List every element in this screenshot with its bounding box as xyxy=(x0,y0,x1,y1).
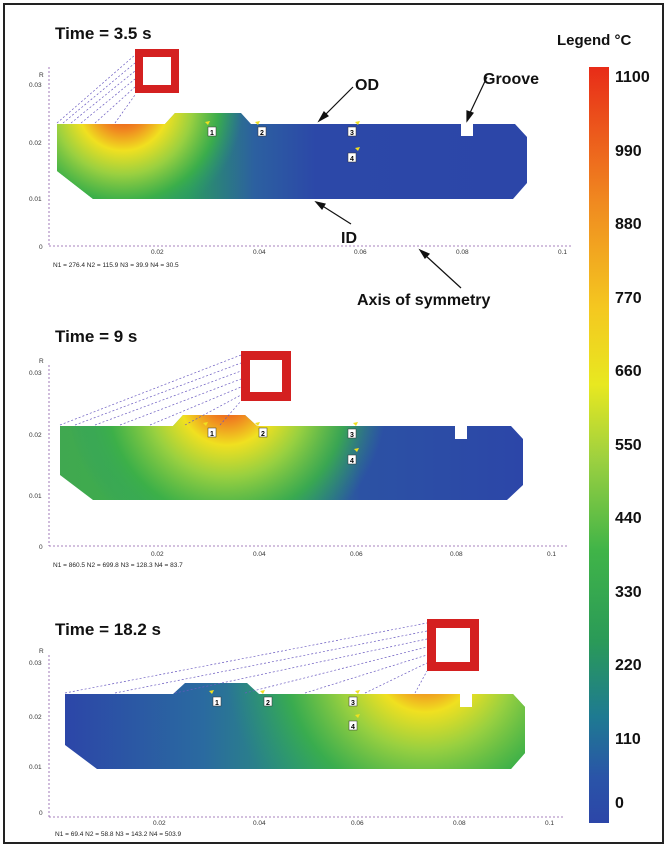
figure-canvas: Time = 3.5 s R 0.03 0.02 0.01 0 0.02 0.0… xyxy=(29,24,650,838)
legend-value: 330 xyxy=(615,584,642,601)
panel-3-r-tick: 0.03 xyxy=(29,660,42,667)
panel-1-workpiece xyxy=(57,113,527,199)
panel-3-title: Time = 18.2 s xyxy=(55,620,161,639)
od-arrow xyxy=(317,86,354,123)
od-label: OD xyxy=(355,77,379,94)
panel-2-field-lines xyxy=(59,354,242,426)
panel-1-x-tick: 0.06 xyxy=(354,249,367,256)
panel-3-probe-2: 2 xyxy=(260,690,273,707)
panel-3-r-label: R xyxy=(39,648,44,655)
groove-label: Groove xyxy=(483,71,539,88)
panel-2-x-tick: 0.06 xyxy=(350,551,363,558)
panel-2-probe-1: 1 xyxy=(203,422,217,438)
panel-2-x-tick: 0.08 xyxy=(450,551,463,558)
panel-3-x-tick: 0.06 xyxy=(351,820,364,827)
panel-1-r-tick: 0.03 xyxy=(29,82,42,89)
panel-3-field-lines xyxy=(64,622,428,694)
panel-1-r-tick: 0.02 xyxy=(29,140,42,147)
legend-value: 550 xyxy=(615,437,642,454)
panel-1-x-tick: 0.02 xyxy=(151,249,164,256)
panel-2-r-tick: 0.03 xyxy=(29,370,42,377)
panel-3-probe-4: 4 xyxy=(348,714,360,731)
panel-3-workpiece xyxy=(65,683,525,769)
svg-text:2: 2 xyxy=(266,700,270,707)
panel-2-probe-2: 2 xyxy=(255,422,268,438)
panel-1-probe-1: 1 xyxy=(205,121,217,137)
svg-text:2: 2 xyxy=(260,130,264,137)
panel-1-probe-2: 2 xyxy=(255,121,267,137)
svg-text:1: 1 xyxy=(210,431,214,438)
axis-of-symmetry-arrow xyxy=(418,248,462,289)
panel-3-probe-1: 1 xyxy=(209,690,222,707)
legend-colorbar xyxy=(589,67,609,823)
id-arrow xyxy=(314,201,352,225)
panel-2-workpiece xyxy=(60,415,523,500)
svg-text:1: 1 xyxy=(210,130,214,137)
groove-arrow xyxy=(466,76,488,123)
axis-of-symmetry-label: Axis of symmetry xyxy=(357,292,490,309)
legend-value: 880 xyxy=(615,216,642,233)
panel-2-inductor xyxy=(241,351,291,401)
svg-text:3: 3 xyxy=(351,700,355,707)
panel-1-readout: N1 = 276.4 N2 = 115.9 N3 = 39.9 N4 = 30.… xyxy=(53,262,179,269)
svg-text:4: 4 xyxy=(350,458,354,465)
panel-3-x-tick: 0.02 xyxy=(153,820,166,827)
panel-2-r-tick: 0 xyxy=(39,544,43,551)
panel-1-field-lines xyxy=(56,54,136,124)
panel-2-x-tick: 0.1 xyxy=(547,551,556,558)
panel-1-title: Time = 3.5 s xyxy=(55,24,152,43)
panel-1-x-tick: 0.1 xyxy=(558,249,567,256)
panel-2-title: Time = 9 s xyxy=(55,327,137,346)
panel-3-x-tick: 0.04 xyxy=(253,820,266,827)
panel-2-x-tick: 0.04 xyxy=(253,551,266,558)
svg-text:4: 4 xyxy=(351,724,355,731)
panel-3-inductor xyxy=(427,619,479,671)
panel-3-x-tick: 0.08 xyxy=(453,820,466,827)
panel-3: Time = 18.2 s R 0.03 0.02 0.01 0 0.02 0.… xyxy=(29,619,565,838)
svg-text:3: 3 xyxy=(350,432,354,439)
legend-value: 0 xyxy=(615,795,624,812)
legend-value: 1100 xyxy=(615,69,650,86)
color-legend: Legend °C 1100 990 880 770 660 550 440 3… xyxy=(557,32,650,823)
panel-1-r-tick: 0 xyxy=(39,244,43,251)
panel-3-probe-3: 3 xyxy=(348,690,360,707)
svg-text:1: 1 xyxy=(215,700,219,707)
panel-2-r-tick: 0.01 xyxy=(29,493,42,500)
legend-value: 770 xyxy=(615,290,642,307)
panel-3-r-tick: 0.01 xyxy=(29,764,42,771)
legend-value: 110 xyxy=(615,731,641,748)
legend-value: 990 xyxy=(615,143,642,160)
panel-1-r-tick: 0.01 xyxy=(29,196,42,203)
panel-3-axes xyxy=(48,655,565,818)
panel-3-readout: N1 = 69.4 N2 = 58.8 N3 = 143.2 N4 = 503.… xyxy=(55,831,182,838)
legend-value: 440 xyxy=(615,510,642,527)
panel-1-x-tick: 0.08 xyxy=(456,249,469,256)
panel-2-readout: N1 = 860.5 N2 = 699.8 N3 = 128.3 N4 = 83… xyxy=(53,562,183,569)
panel-2-x-tick: 0.02 xyxy=(151,551,164,558)
legend-title: Legend °C xyxy=(557,32,632,49)
id-label: ID xyxy=(341,230,357,247)
panel-2-r-tick: 0.02 xyxy=(29,432,42,439)
panel-1-x-tick: 0.04 xyxy=(253,249,266,256)
panel-3-x-tick: 0.1 xyxy=(545,820,554,827)
panel-1-r-label: R xyxy=(39,72,44,79)
svg-text:4: 4 xyxy=(350,156,354,163)
panel-3-r-tick: 0.02 xyxy=(29,714,42,721)
svg-text:3: 3 xyxy=(350,130,354,137)
panel-1-axes xyxy=(48,67,573,247)
panel-2: Time = 9 s R 0.03 0.02 0.01 0 0.02 0.04 … xyxy=(29,327,567,569)
panel-2-probe-3: 3 xyxy=(347,422,358,439)
legend-value: 220 xyxy=(615,657,642,674)
panel-3-r-tick: 0 xyxy=(39,810,43,817)
figure: Time = 3.5 s R 0.03 0.02 0.01 0 0.02 0.0… xyxy=(3,3,664,844)
panel-1-probe-3: 3 xyxy=(347,121,360,137)
svg-text:2: 2 xyxy=(261,431,265,438)
panel-2-r-label: R xyxy=(39,358,44,365)
panel-1-inductor xyxy=(135,49,179,93)
panel-1: Time = 3.5 s R 0.03 0.02 0.01 0 0.02 0.0… xyxy=(29,24,573,309)
panel-2-probe-4: 4 xyxy=(347,448,359,465)
legend-value: 660 xyxy=(615,363,642,380)
panel-1-probe-4: 4 xyxy=(347,147,360,163)
